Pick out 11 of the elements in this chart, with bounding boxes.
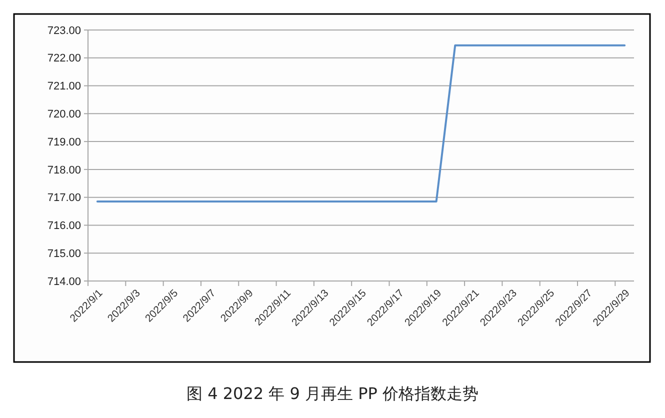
- y-tick-label: 716.00: [47, 220, 81, 232]
- y-tick-label: 719.00: [47, 136, 81, 148]
- y-tick-label: 721.00: [47, 80, 81, 93]
- y-tick-label: 717.00: [47, 192, 81, 204]
- text: 图 4 2022 年 9 月再生 PP 价格指数走势: [186, 384, 478, 403]
- y-tick-label: 723.00: [47, 24, 81, 37]
- y-tick-label: 722.00: [47, 52, 81, 65]
- y-tick-label: 715.00: [47, 248, 81, 260]
- y-tick-label: 714.00: [47, 276, 81, 288]
- y-tick-label: 720.00: [47, 108, 81, 121]
- y-tick-label: 718.00: [47, 164, 81, 176]
